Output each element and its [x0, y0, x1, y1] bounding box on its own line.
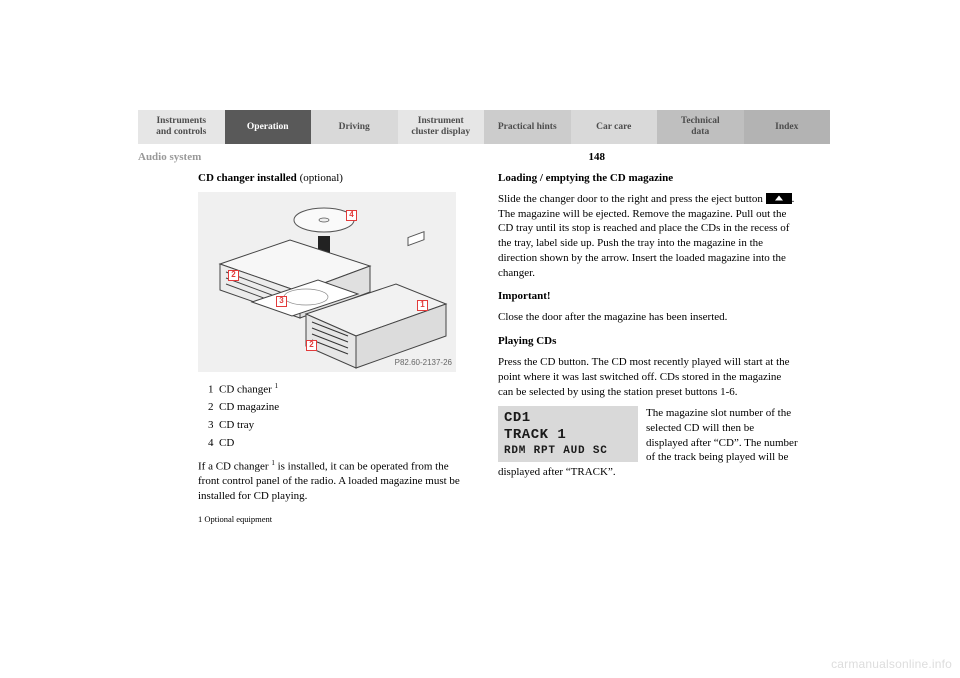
legend-sup: 1 — [275, 382, 279, 390]
tab-label: Car care — [596, 122, 631, 133]
tab-technical-data[interactable]: Technicaldata — [657, 110, 744, 144]
section-header: Audio system 148 — [138, 150, 830, 165]
tab-label: cluster display — [411, 127, 470, 138]
right-column: Loading / emptying the CD magazine Slide… — [498, 171, 798, 532]
tab-label: Instrument — [411, 116, 470, 127]
text: If a CD changer — [198, 460, 271, 472]
manual-page: Instrumentsand controls Operation Drivin… — [138, 110, 830, 531]
legend-num: 1 — [208, 383, 214, 395]
lcd-block: CD1 TRACK 1 RDM RPT AUD SC The magazine … — [498, 406, 798, 480]
tab-index[interactable]: Index — [744, 110, 831, 144]
left-title-rest: (optional) — [297, 172, 343, 184]
lcd-line3: RDM RPT AUD SC — [504, 445, 632, 459]
tab-label: Operation — [247, 122, 289, 133]
tab-label: and controls — [156, 127, 206, 138]
watermark: carmanualsonline.info — [831, 656, 952, 672]
tab-label: Index — [775, 122, 798, 133]
legend-item: 4 CD — [208, 436, 470, 451]
tab-car-care[interactable]: Car care — [571, 110, 658, 144]
diagram-badge: 3 — [276, 296, 287, 307]
diagram-badge: 4 — [346, 210, 357, 221]
text: . The magazine will be ejected. Remove t… — [498, 193, 794, 279]
tab-label: Instruments — [156, 116, 206, 127]
lcd-line2: TRACK 1 — [504, 427, 632, 445]
right-h2: Important! — [498, 289, 798, 304]
legend-label: CD magazine — [219, 401, 279, 413]
tab-practical-hints[interactable]: Practical hints — [484, 110, 571, 144]
diagram-badge: 2 — [306, 340, 317, 351]
diagram-svg — [198, 192, 456, 372]
diagram-badge: 2 — [228, 270, 239, 281]
diagram-legend: 1 CD changer 1 2 CD magazine 3 CD tray 4… — [198, 382, 470, 451]
legend-num: 4 — [208, 437, 214, 449]
tab-instruments[interactable]: Instrumentsand controls — [138, 110, 225, 144]
legend-label: CD changer — [219, 383, 272, 395]
nav-tabs: Instrumentsand controls Operation Drivin… — [138, 110, 830, 144]
lcd-line1: CD1 — [504, 410, 632, 428]
lcd-display: CD1 TRACK 1 RDM RPT AUD SC — [498, 406, 638, 462]
right-p2: Close the door after the magazine has be… — [498, 310, 798, 325]
tab-driving[interactable]: Driving — [311, 110, 398, 144]
section-title: Audio system — [138, 150, 201, 165]
eject-icon — [766, 193, 792, 204]
tab-operation[interactable]: Operation — [225, 110, 312, 144]
text: Slide the changer door to the right and … — [498, 193, 766, 205]
page-number: 148 — [589, 150, 606, 165]
right-p3: Press the CD button. The CD most recentl… — [498, 355, 798, 400]
diagram-code: P82.60-2137-26 — [395, 358, 452, 369]
diagram-badge: 1 — [417, 300, 428, 311]
legend-item: 1 CD changer 1 — [208, 382, 470, 398]
legend-label: CD — [219, 437, 234, 449]
legend-item: 2 CD magazine — [208, 400, 470, 415]
legend-item: 3 CD tray — [208, 418, 470, 433]
left-title-bold: CD changer installed — [198, 172, 297, 184]
left-column: CD changer installed (optional) — [138, 171, 470, 532]
footnote: 1 Optional equipment — [198, 514, 470, 525]
tab-label: Driving — [339, 122, 370, 133]
legend-num: 2 — [208, 401, 214, 413]
legend-num: 3 — [208, 419, 214, 431]
left-title: CD changer installed (optional) — [198, 171, 470, 186]
legend-label: CD tray — [219, 419, 254, 431]
left-paragraph: If a CD changer 1 is installed, it can b… — [198, 459, 470, 504]
right-p1: Slide the changer door to the right and … — [498, 192, 798, 281]
tab-label: Technical — [681, 116, 720, 127]
tab-instrument-cluster[interactable]: Instrumentcluster display — [398, 110, 485, 144]
cd-changer-diagram: 4 2 3 1 2 P82.60-2137-26 — [198, 192, 456, 372]
right-h3: Playing CDs — [498, 334, 798, 349]
tab-label: Practical hints — [498, 122, 557, 133]
tab-label: data — [681, 127, 720, 138]
content-columns: CD changer installed (optional) — [138, 171, 830, 532]
right-h1: Loading / emptying the CD magazine — [498, 171, 798, 186]
